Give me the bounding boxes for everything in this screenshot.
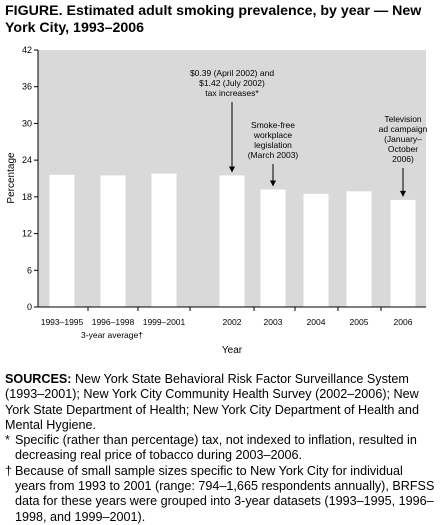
bar [219,175,245,307]
annotation-line: (January– [384,134,422,144]
annotation-line: workplace [253,130,293,140]
y-axis-title: Percentage [6,152,17,204]
annotation-line: October [388,144,418,154]
y-tick-label: 0 [27,302,32,312]
footnote-text: Because of small sample sizes specific t… [15,463,435,524]
y-tick-label: 18 [22,192,32,202]
x-tick-label: 2002 [223,317,242,327]
y-tick-label: 12 [22,229,32,239]
annotation: $0.39 (April 2002) and$1.42 (July 2002)t… [190,68,274,173]
annotation-line: $1.42 (July 2002) [199,78,265,88]
sources-label: SOURCES: [5,372,72,386]
footnote-mark: † [5,463,13,478]
bar [151,173,177,307]
x-axis-title: Year [222,345,243,356]
bar [303,193,329,307]
sources-section: SOURCES: New York State Behavioral Risk … [5,372,435,525]
y-tick-label: 24 [22,155,32,165]
figure-title: FIGURE. Estimated adult smoking prevalen… [5,3,441,37]
bar-chart: 0 6 12 18 24 30 36 42 1993–1995 1996–1998 1999–20… [6,45,428,356]
annotation-line: Smoke-free [251,120,295,130]
x-axis: 1993–1995 1996–1998 1999–2001 2002 2003 2004 2… [38,306,426,327]
annotations: $0.39 (April 2002) and$1.42 (July 2002)t… [190,68,428,197]
y-tick-label: 6 [27,265,32,275]
bar [346,191,372,307]
bar [100,175,126,307]
annotation-line: ad campaign [379,124,428,134]
arrow-head [229,166,235,173]
x-tick-label: 1996–1998 [92,317,135,327]
y-tick-label: 42 [22,45,32,55]
sources-paragraph: SOURCES: New York State Behavioral Risk … [5,372,435,433]
y-tick-label: 30 [22,118,32,128]
group-label: 3-year average† [81,330,143,340]
y-tick-label: 36 [22,82,32,92]
figure-title-text: Estimated adult smoking prevalence, by y… [5,3,422,36]
figure-label: FIGURE. [5,3,63,19]
x-tick-label: 2004 [307,317,326,327]
bar [260,189,286,307]
annotation-line: legislation [254,140,292,150]
footnote-mark: * [5,433,10,448]
x-tick-label: 1999–2001 [143,317,186,327]
arrow-head [400,190,406,197]
arrow-head [270,180,276,187]
x-tick-label: 2003 [264,317,283,327]
footnote-tax: * Specific (rather than percentage) tax,… [5,433,435,464]
annotation-line: 2006) [392,154,414,164]
bar [49,174,75,307]
bars [49,173,416,307]
footnote-text: Specific (rather than percentage) tax, n… [15,433,417,463]
footnote-brfss: † Because of small sample sizes specific… [5,464,435,525]
sources-text: New York State Behavioral Risk Factor Su… [5,372,419,432]
annotation-line: $0.39 (April 2002) and [190,68,274,78]
annotation-line: Television [384,114,422,124]
annotation-line: tax increases* [205,88,259,98]
x-tick-label: 2006 [394,317,413,327]
bar [390,199,416,307]
x-tick-label: 2005 [350,317,369,327]
annotation-line: (March 2003) [248,150,299,160]
x-tick-label: 1993–1995 [41,317,84,327]
y-axis: 0 6 12 18 24 30 36 42 [22,45,39,312]
